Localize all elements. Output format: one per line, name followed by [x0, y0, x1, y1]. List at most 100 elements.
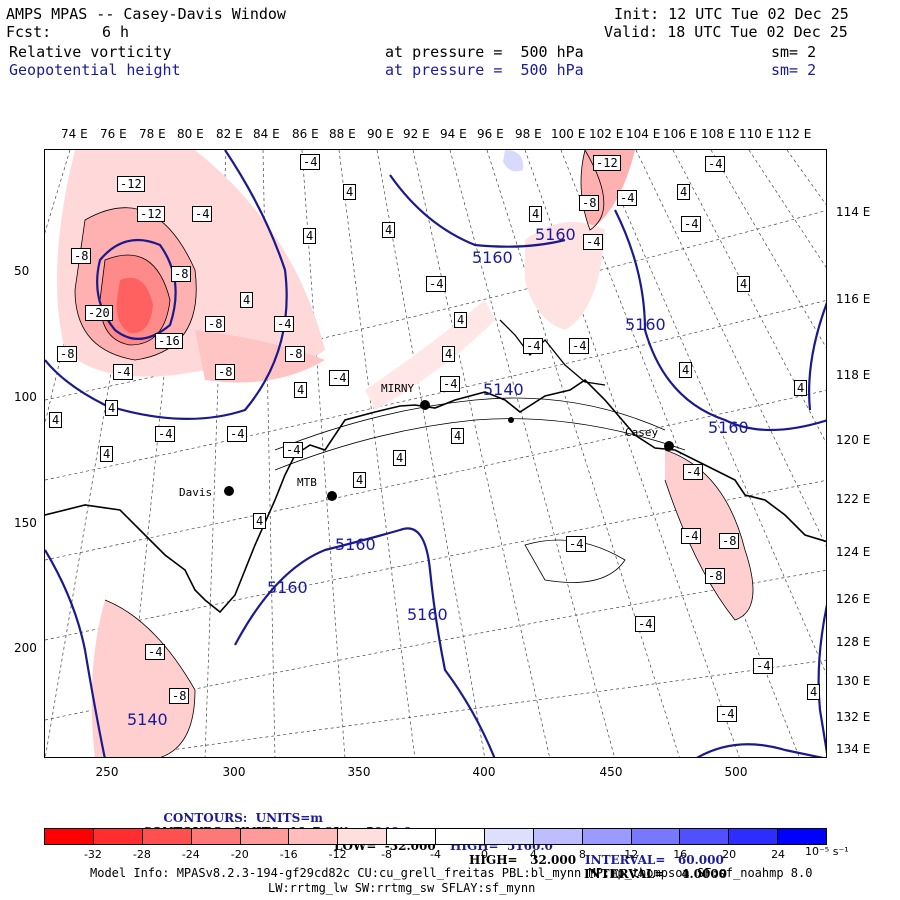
fcst-label: Fcst: [6, 23, 52, 41]
colorbar [44, 828, 827, 845]
colorbar-segment [93, 829, 143, 844]
vort-label: 4 [303, 228, 317, 244]
colorbar-segment [45, 829, 94, 844]
coastline-islands [499, 319, 606, 386]
vort-label: -4 [617, 190, 638, 206]
colorbar-segment [680, 829, 730, 844]
vort-label: 4 [294, 382, 308, 398]
colorbar-segment [289, 829, 339, 844]
colorbar-label: 12 [624, 848, 639, 861]
contour-units: CONTOURS: UNITS=m [163, 811, 323, 825]
y-tick: 150 [14, 516, 37, 530]
vort-label: -8 [719, 533, 740, 549]
height-label: 5160 [335, 535, 376, 554]
vort-label: -4 [683, 464, 704, 480]
lon-label: 102 E [589, 127, 624, 141]
station-label: Davis [179, 486, 213, 499]
lon-label: 94 E [440, 127, 467, 141]
lon-label: 122 E [836, 492, 871, 506]
colorbar-label: -4 [430, 848, 441, 861]
lon-label: 76 E [100, 127, 127, 141]
colorbar-segment [729, 829, 779, 844]
vort-label: -8 [285, 346, 306, 362]
lon-label: 116 E [836, 292, 871, 306]
init-time: Init: 12 UTC Tue 02 Dec 25 [614, 5, 849, 23]
vort-label: 4 [737, 276, 751, 292]
lon-label: 74 E [61, 127, 88, 141]
station-markers [224, 400, 674, 501]
vort-label: 4 [794, 380, 808, 396]
lon-label: 120 E [836, 433, 871, 447]
height-label: 5160 [407, 605, 448, 624]
vort-label: 4 [454, 312, 468, 328]
lon-label: 86 E [292, 127, 319, 141]
vort-label: -4 [300, 154, 321, 170]
lon-label: 100 E [551, 127, 586, 141]
field2-smoothing: sm= 2 [771, 61, 817, 79]
station-label: MIRNY [381, 382, 415, 395]
vort-label: -4 [583, 234, 604, 250]
vort-label: 4 [442, 346, 456, 362]
height-label: 5160 [472, 248, 513, 267]
vort-label: 4 [105, 400, 119, 416]
field2-name: Geopotential height [9, 61, 181, 79]
height-label: 5160 [267, 578, 308, 597]
vort-label: 4 [807, 684, 821, 700]
height-label: 5160 [625, 315, 666, 334]
vort-label: -4 [635, 616, 656, 632]
station-dot [420, 400, 430, 410]
lon-label: 124 E [836, 545, 871, 559]
lon-label: 92 E [403, 127, 430, 141]
colorbar-segment [240, 829, 290, 844]
lon-label: 82 E [216, 127, 243, 141]
vort-label: -4 [440, 376, 461, 392]
vort-label: -4 [192, 206, 213, 222]
x-tick: 300 [222, 765, 246, 779]
vort-label: 4 [253, 513, 267, 529]
height-label: 5140 [127, 710, 168, 729]
map-canvas [45, 150, 826, 757]
colorbar-segment [484, 829, 534, 844]
vort-label: 4 [382, 222, 396, 238]
station-dot [224, 486, 234, 496]
lon-label: 80 E [177, 127, 204, 141]
vort-label: 4 [343, 184, 357, 200]
field1-level: at pressure = 500 hPa [385, 43, 584, 61]
station-dot [327, 491, 337, 501]
y-tick: 50 [14, 264, 30, 278]
colorbar-segment [436, 829, 485, 844]
vort-label: -4 [227, 426, 248, 442]
fcst-value: 6 h [102, 23, 130, 41]
colorbar-label: -32 [83, 848, 102, 861]
model-info-line2: LW:rrtmg_lw SW:rrtmg_sw SFLAY:sf_mynn [268, 881, 536, 895]
window-title: AMPS MPAS -- Casey-Davis Window [6, 5, 286, 23]
colorbar-segment [338, 829, 388, 844]
vort-label: -8 [579, 195, 600, 211]
vort-label: -8 [171, 266, 192, 282]
colorbar-label: -16 [279, 848, 298, 861]
vort-label: 4 [393, 450, 407, 466]
vort-label: 4 [677, 184, 691, 200]
lon-label: 84 E [253, 127, 280, 141]
colorbar-label: 8 [578, 848, 586, 861]
height-label: 5160 [708, 418, 749, 437]
colorbar-label: -20 [230, 848, 249, 861]
vort-label: 4 [353, 472, 367, 488]
vort-label: 4 [529, 206, 543, 222]
vort-label: -20 [85, 305, 113, 321]
vort-label: -4 [329, 370, 350, 386]
colorbar-label: 24 [771, 848, 786, 861]
lon-label: 126 E [836, 592, 871, 606]
vort-label: -4 [569, 338, 590, 354]
station-label: MTB [297, 476, 317, 489]
height-contours [45, 150, 826, 757]
colorbar-label: -12 [328, 848, 347, 861]
station-dot [508, 417, 514, 423]
lon-label: 130 E [836, 674, 871, 688]
lon-label: 108 E [701, 127, 736, 141]
vort-label: -8 [215, 364, 236, 380]
height-label: 5140 [483, 380, 524, 399]
colorbar-label: -8 [381, 848, 393, 861]
colorbar-segment [631, 829, 681, 844]
vort-label: -8 [705, 568, 726, 584]
